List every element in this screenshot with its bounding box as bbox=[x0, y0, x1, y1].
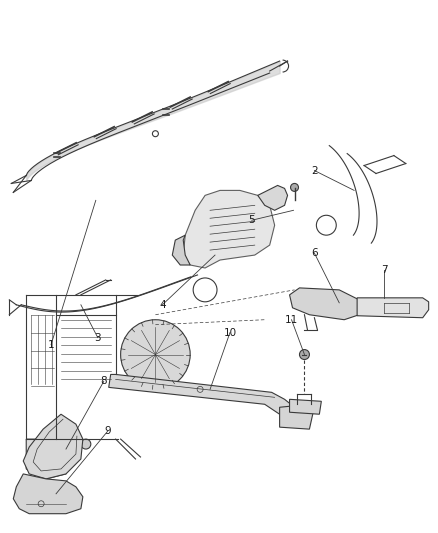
Polygon shape bbox=[290, 399, 321, 414]
Polygon shape bbox=[23, 414, 83, 479]
Polygon shape bbox=[279, 404, 314, 429]
Polygon shape bbox=[109, 375, 294, 419]
Text: 9: 9 bbox=[104, 426, 111, 436]
Polygon shape bbox=[16, 275, 198, 312]
Polygon shape bbox=[172, 235, 190, 265]
Text: 7: 7 bbox=[381, 265, 387, 275]
Text: 11: 11 bbox=[285, 314, 298, 325]
Circle shape bbox=[120, 320, 190, 389]
Polygon shape bbox=[290, 288, 359, 320]
Circle shape bbox=[290, 183, 298, 191]
Text: 6: 6 bbox=[311, 248, 318, 258]
Text: 1: 1 bbox=[48, 340, 54, 350]
Polygon shape bbox=[13, 474, 83, 514]
Text: 3: 3 bbox=[95, 333, 101, 343]
Polygon shape bbox=[183, 190, 275, 268]
Circle shape bbox=[300, 350, 309, 360]
Polygon shape bbox=[357, 298, 429, 318]
Text: 2: 2 bbox=[311, 166, 318, 175]
Text: 4: 4 bbox=[159, 300, 166, 310]
Circle shape bbox=[81, 439, 91, 449]
Polygon shape bbox=[258, 185, 288, 211]
Polygon shape bbox=[26, 439, 71, 479]
Text: 8: 8 bbox=[100, 376, 107, 386]
Text: 10: 10 bbox=[223, 328, 237, 337]
Text: 5: 5 bbox=[248, 215, 255, 225]
